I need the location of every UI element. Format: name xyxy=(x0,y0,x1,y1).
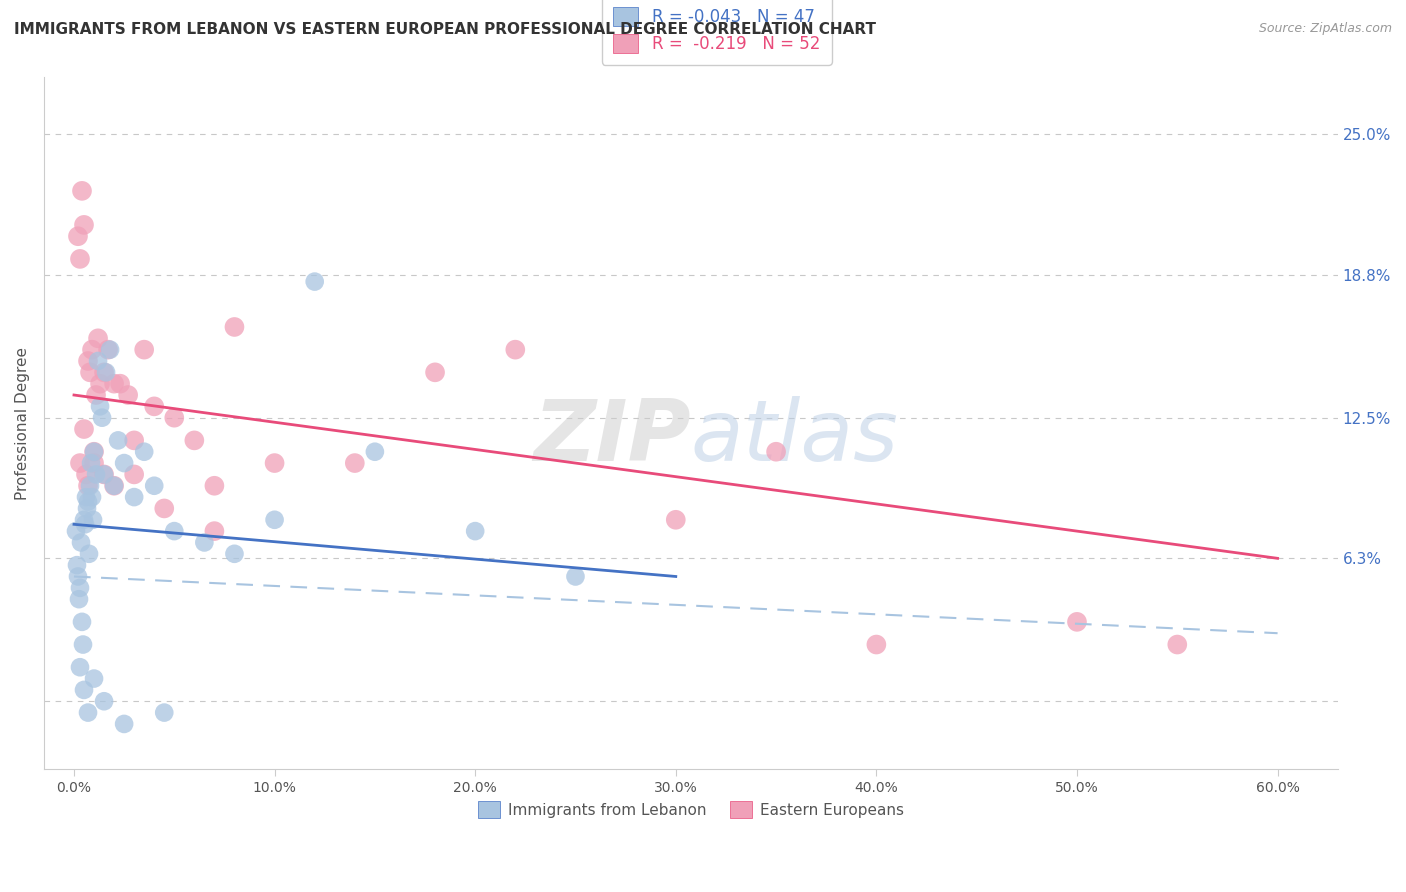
Point xyxy=(97,343,120,357)
Point xyxy=(423,365,446,379)
Point xyxy=(364,444,387,458)
Point xyxy=(112,717,135,731)
Point xyxy=(108,376,131,391)
Point xyxy=(103,376,125,391)
Point xyxy=(73,513,96,527)
Point xyxy=(76,501,98,516)
Point xyxy=(83,456,105,470)
Point xyxy=(66,558,89,573)
Point xyxy=(66,569,89,583)
Point xyxy=(93,365,115,379)
Point xyxy=(93,694,115,708)
Point xyxy=(464,524,486,538)
Point xyxy=(82,513,104,527)
Point xyxy=(73,218,96,232)
Point xyxy=(70,615,93,629)
Point xyxy=(143,400,166,414)
Point xyxy=(1166,638,1188,652)
Point xyxy=(153,706,176,720)
Point xyxy=(183,434,205,448)
Point xyxy=(72,638,94,652)
Point xyxy=(79,365,101,379)
Point xyxy=(75,467,97,482)
Point xyxy=(83,672,105,686)
Point xyxy=(77,354,100,368)
Point xyxy=(163,410,186,425)
Point xyxy=(87,354,110,368)
Point xyxy=(69,581,91,595)
Point xyxy=(117,388,139,402)
Text: IMMIGRANTS FROM LEBANON VS EASTERN EUROPEAN PROFESSIONAL DEGREE CORRELATION CHAR: IMMIGRANTS FROM LEBANON VS EASTERN EUROP… xyxy=(14,22,876,37)
Y-axis label: Professional Degree: Professional Degree xyxy=(15,347,30,500)
Point xyxy=(134,343,156,357)
Point xyxy=(224,320,246,334)
Point xyxy=(67,592,90,607)
Point xyxy=(73,517,96,532)
Point xyxy=(202,479,225,493)
Point xyxy=(93,467,115,482)
Point xyxy=(87,331,110,345)
Point xyxy=(202,524,225,538)
Point xyxy=(343,456,366,470)
Point xyxy=(304,275,326,289)
Point xyxy=(79,479,101,493)
Point xyxy=(84,467,107,482)
Point xyxy=(69,252,91,266)
Point xyxy=(84,388,107,402)
Point xyxy=(83,444,105,458)
Point xyxy=(103,479,125,493)
Point xyxy=(224,547,246,561)
Point xyxy=(103,479,125,493)
Point xyxy=(107,434,129,448)
Point xyxy=(865,638,887,652)
Point xyxy=(73,422,96,436)
Point xyxy=(80,490,103,504)
Point xyxy=(75,490,97,504)
Point xyxy=(193,535,215,549)
Point xyxy=(93,467,115,482)
Point xyxy=(69,660,91,674)
Point xyxy=(66,229,89,244)
Text: ZIP: ZIP xyxy=(533,396,690,479)
Point xyxy=(91,410,114,425)
Point xyxy=(263,456,285,470)
Point xyxy=(505,343,527,357)
Point xyxy=(70,535,93,549)
Point xyxy=(80,456,103,470)
Point xyxy=(1066,615,1088,629)
Point xyxy=(69,456,91,470)
Point xyxy=(98,343,121,357)
Point xyxy=(73,682,96,697)
Point xyxy=(89,376,111,391)
Legend: Immigrants from Lebanon, Eastern Europeans: Immigrants from Lebanon, Eastern Europea… xyxy=(471,795,910,824)
Point xyxy=(83,444,105,458)
Point xyxy=(112,456,135,470)
Point xyxy=(153,501,176,516)
Point xyxy=(77,547,100,561)
Point xyxy=(80,343,103,357)
Text: Source: ZipAtlas.com: Source: ZipAtlas.com xyxy=(1258,22,1392,36)
Point xyxy=(77,479,100,493)
Point xyxy=(70,184,93,198)
Point xyxy=(122,490,145,504)
Point xyxy=(77,706,100,720)
Point xyxy=(163,524,186,538)
Point xyxy=(263,513,285,527)
Point xyxy=(765,444,787,458)
Point xyxy=(122,434,145,448)
Point xyxy=(564,569,586,583)
Point xyxy=(665,513,688,527)
Text: atlas: atlas xyxy=(690,396,898,479)
Point xyxy=(134,444,156,458)
Point xyxy=(89,400,111,414)
Point xyxy=(143,479,166,493)
Point xyxy=(77,494,100,508)
Point xyxy=(94,365,117,379)
Point xyxy=(122,467,145,482)
Point xyxy=(65,524,87,538)
